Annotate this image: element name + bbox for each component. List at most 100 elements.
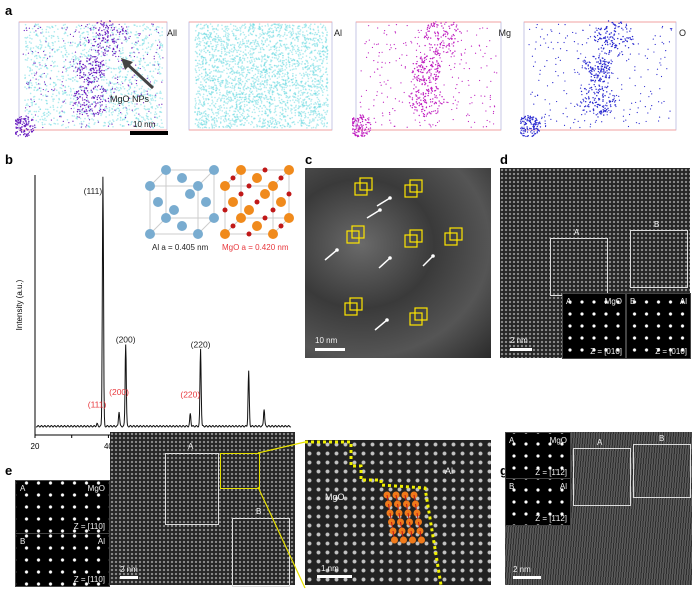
atom-dot	[270, 66, 272, 68]
atom-dot	[215, 87, 217, 90]
atom-dot	[376, 94, 378, 97]
atom-dot	[24, 125, 26, 127]
atom-dot	[111, 24, 114, 27]
atom-dot	[110, 93, 113, 96]
atom-dot	[126, 26, 128, 28]
atom-dot	[101, 29, 103, 32]
atom-dot	[238, 66, 240, 69]
atom-dot	[89, 77, 92, 80]
atom-dot	[286, 101, 289, 104]
atom-dot	[25, 40, 27, 43]
atom-dot	[204, 85, 207, 87]
atom-dot	[227, 34, 229, 37]
atom-dot	[489, 121, 491, 123]
atom-dot	[204, 33, 207, 36]
atom-dot	[282, 56, 284, 59]
atom-dot	[314, 74, 317, 76]
atom-dot	[301, 94, 304, 96]
atom-dot	[270, 46, 272, 48]
atom-dot	[62, 111, 64, 113]
atom-dot	[432, 77, 434, 79]
atom-dot	[66, 55, 68, 58]
atom-dot	[416, 109, 418, 111]
atom-dot	[222, 104, 225, 106]
atom-dot	[290, 110, 292, 112]
atom-dot	[289, 43, 292, 46]
atom-dot	[242, 86, 245, 89]
atom-dot	[124, 116, 127, 119]
atom-dot	[321, 62, 323, 65]
atom-dot	[417, 97, 419, 99]
atom-dot	[367, 25, 370, 27]
atom-dot	[146, 108, 149, 110]
atom-dot	[114, 77, 116, 79]
atom-dot	[46, 95, 48, 97]
atom-dot	[80, 65, 83, 68]
atom-dot	[119, 117, 122, 119]
atom-dot	[76, 80, 79, 83]
atom-dot	[324, 111, 326, 114]
atom-dot	[307, 111, 310, 114]
atom-dot	[100, 76, 102, 78]
atom-dot	[294, 99, 297, 102]
atom-dot	[267, 56, 270, 59]
atom-dot	[76, 91, 79, 93]
atom-dot	[57, 28, 59, 30]
atom-dot	[235, 72, 238, 74]
atom-dot	[57, 37, 60, 40]
atom-dot	[206, 118, 209, 121]
atom-dot	[234, 95, 237, 98]
atom-dot	[136, 84, 138, 87]
atom-dot	[198, 99, 201, 101]
atom-dot	[94, 106, 96, 108]
atom-dot	[56, 110, 58, 112]
atom-dot	[438, 120, 440, 122]
atom-dot	[206, 74, 209, 77]
atom-dot	[249, 42, 252, 45]
atom-dot	[100, 63, 102, 65]
atom-dot	[470, 96, 472, 99]
atom-dot	[222, 44, 225, 46]
atom-dot	[205, 33, 208, 36]
atom-dot	[212, 88, 214, 90]
atom-dot	[239, 46, 242, 49]
atom-dot	[423, 109, 426, 112]
atom-dot	[222, 94, 224, 96]
atom-dot	[313, 37, 315, 40]
atom-dot	[27, 116, 29, 118]
atom-dot	[151, 94, 154, 97]
atom-dot	[240, 98, 243, 101]
atom-dot	[418, 45, 421, 47]
atom-dot	[109, 35, 112, 38]
atom-dot	[299, 94, 302, 96]
atom-dot	[108, 114, 111, 116]
atom-dot	[43, 49, 46, 52]
atom-dot	[106, 68, 108, 71]
atom-dot	[28, 120, 30, 123]
atom-dot	[302, 53, 304, 55]
atom-dot	[313, 84, 316, 86]
atom-dot	[295, 36, 298, 39]
atom-dot	[114, 88, 116, 90]
atom-dot	[216, 114, 218, 117]
atom-dot	[493, 71, 496, 73]
atom-dot	[200, 119, 203, 121]
atom-dot	[492, 112, 495, 114]
atom-dot	[233, 56, 236, 59]
atom-dot	[229, 119, 231, 122]
atom-dot	[156, 60, 159, 63]
atom-dot	[199, 126, 201, 129]
atom-dot	[390, 122, 392, 124]
atom-dot	[79, 64, 82, 66]
atom-dot	[107, 28, 109, 30]
atom-dot	[422, 112, 425, 115]
atom-dot	[470, 126, 472, 128]
atom-dot	[77, 67, 79, 69]
atom-dot	[423, 53, 426, 55]
atom-dot	[84, 87, 86, 89]
atom-dot	[97, 34, 99, 36]
arrow	[125, 62, 155, 90]
atom-dot	[227, 113, 229, 115]
atom-dot	[39, 41, 42, 43]
atom-dot	[44, 46, 47, 49]
